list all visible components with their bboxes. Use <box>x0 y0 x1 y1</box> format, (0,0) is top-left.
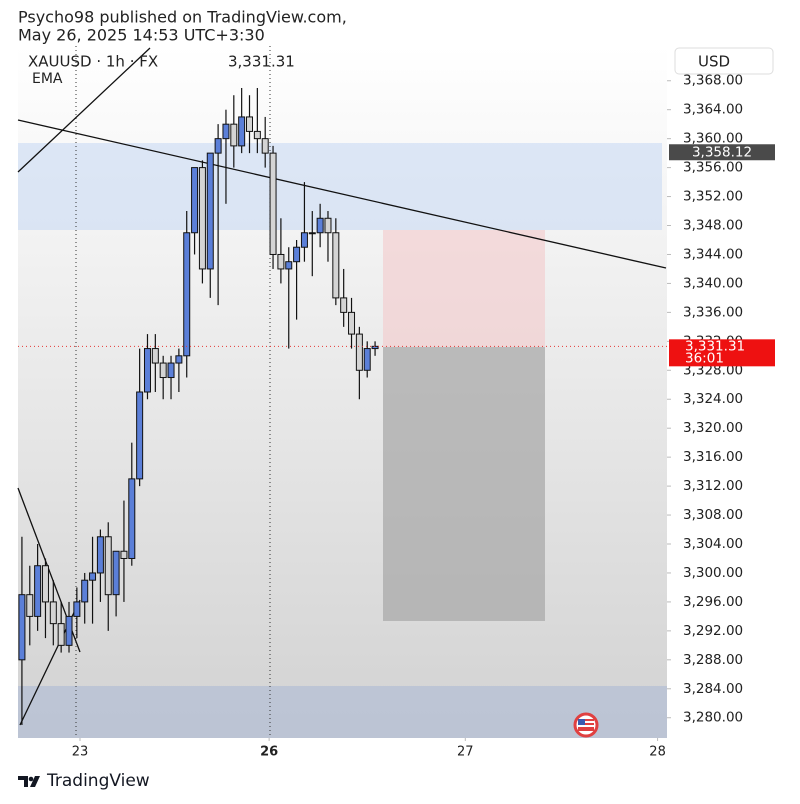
candle-body <box>128 478 136 559</box>
legend-price: 3,331.31 <box>228 53 295 71</box>
candle-body <box>214 138 222 154</box>
y-tick-label: 3,308.00 <box>683 507 743 523</box>
x-tick-label: 26 <box>260 745 278 760</box>
x-tick-label: 28 <box>649 745 666 760</box>
zone <box>18 686 667 738</box>
y-tick-label: 3,296.00 <box>683 594 743 610</box>
candle-body <box>175 355 183 364</box>
candle-body <box>246 116 254 132</box>
candle-body <box>355 333 363 371</box>
candle-body <box>143 348 151 393</box>
candle-body <box>269 152 277 255</box>
y-tick-label: 3,340.00 <box>683 275 743 291</box>
y-tick-label: 3,356.00 <box>683 160 743 176</box>
countdown: 36:01 <box>685 350 724 366</box>
y-tick-label: 3,344.00 <box>683 246 743 262</box>
candle-body <box>89 572 97 581</box>
candle-body <box>253 130 261 140</box>
candle-body <box>316 217 324 234</box>
y-tick-label: 3,312.00 <box>683 478 743 494</box>
candle-body <box>324 217 332 234</box>
y-tick-label: 3,368.00 <box>683 73 743 89</box>
y-tick-label: 3,336.00 <box>683 304 743 320</box>
currency[interactable]: USD <box>698 53 730 71</box>
candle-body <box>261 138 269 154</box>
time-axis-background <box>18 738 780 765</box>
y-tick-label: 3,284.00 <box>683 681 743 697</box>
candle-body <box>34 565 42 617</box>
last-price-bg <box>669 339 775 367</box>
candle-body <box>363 348 371 371</box>
candle-body <box>136 391 144 480</box>
x-tick-label: 23 <box>72 745 89 760</box>
y-tick-label: 3,316.00 <box>683 449 743 465</box>
candle-body <box>308 232 316 235</box>
candle-body <box>300 232 308 248</box>
y-tick-label: 3,280.00 <box>683 710 743 726</box>
symbol: XAUUSD · 1h · FX <box>28 53 158 71</box>
marker-label: 3,358.12 <box>692 144 752 160</box>
header-line: May 26, 2025 14:53 UTC+3:30 <box>18 26 265 45</box>
stop-zone <box>383 230 545 347</box>
candle-body <box>120 550 128 559</box>
candle-body <box>348 311 356 335</box>
y-tick-label: 3,360.00 <box>683 131 743 147</box>
currency-button[interactable] <box>674 47 774 75</box>
target-zone <box>383 347 545 621</box>
candle-body <box>277 253 285 270</box>
y-tick-label: 3,324.00 <box>683 391 743 407</box>
last-price-label: 3,331.31 <box>685 338 745 354</box>
y-tick-label: 3,288.00 <box>683 652 743 668</box>
candle-body <box>18 594 26 661</box>
candle-body <box>81 579 89 603</box>
indicator: EMA <box>32 71 63 87</box>
y-tick-label: 3,304.00 <box>683 536 743 552</box>
x-tick-label: 27 <box>457 745 474 760</box>
y-tick-label: 3,352.00 <box>683 189 743 205</box>
candle-body <box>191 167 199 234</box>
candle-body <box>151 348 159 364</box>
candle-body <box>332 232 340 299</box>
y-tick-label: 3,364.00 <box>683 102 743 118</box>
candle-body <box>49 601 57 625</box>
brand: TradingView <box>46 771 150 791</box>
y-tick-label: 3,348.00 <box>683 218 743 234</box>
candle-body <box>340 297 348 313</box>
candle-body <box>238 116 246 147</box>
marker-label-bg <box>669 144 775 161</box>
flag-icon <box>573 712 599 738</box>
y-tick-label: 3,320.00 <box>683 420 743 436</box>
price-axis-background <box>667 46 780 738</box>
candle-body <box>293 246 301 263</box>
candle-body <box>159 362 167 379</box>
candle-body <box>206 152 214 270</box>
candle-body <box>222 123 230 140</box>
candle-body <box>104 536 112 596</box>
candle-body <box>230 123 238 147</box>
logo <box>18 776 40 787</box>
candle-body <box>285 261 293 270</box>
candle-body <box>96 536 104 574</box>
candle-body <box>73 601 81 617</box>
candle-body <box>371 345 379 350</box>
candle-body <box>198 167 206 270</box>
candle-body <box>183 232 191 357</box>
y-tick-label: 3,292.00 <box>683 623 743 639</box>
trend-line <box>17 119 667 269</box>
candle-body <box>65 615 73 646</box>
candle-body <box>57 623 65 646</box>
zone <box>18 143 662 230</box>
candle-body <box>26 594 34 617</box>
candle-body <box>167 362 175 379</box>
y-tick-label: 3,300.00 <box>683 565 743 581</box>
header-line: Psycho98 published on TradingView.com, <box>18 8 347 27</box>
trend-line <box>17 47 151 173</box>
candle-body <box>112 550 120 596</box>
candle-body <box>41 565 49 603</box>
